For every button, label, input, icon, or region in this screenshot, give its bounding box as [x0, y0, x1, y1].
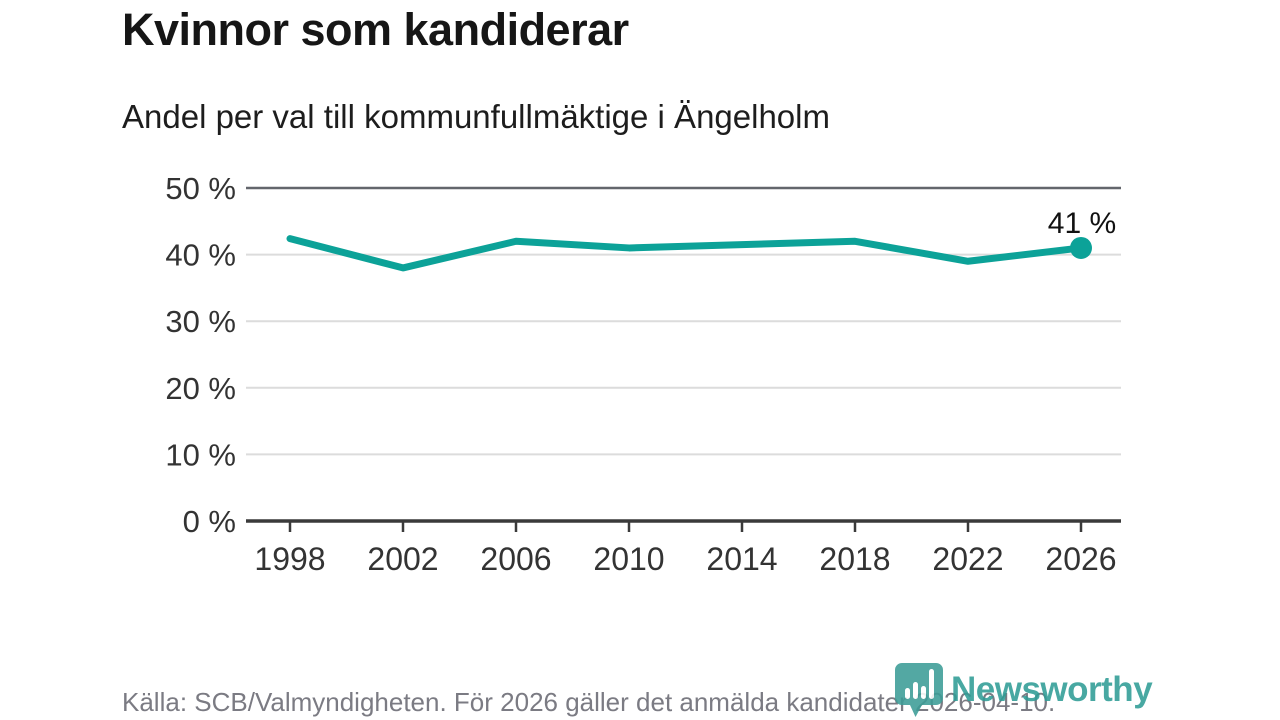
newsworthy-logo: Newsworthy	[894, 662, 1153, 718]
chart-title: Kvinnor som kandiderar	[122, 4, 629, 55]
x-axis-label: 1998	[254, 541, 325, 577]
y-axis-label: 30 %	[165, 304, 236, 339]
y-axis-label: 40 %	[165, 238, 236, 273]
data-point-last	[1070, 236, 1092, 259]
x-axis-label: 2018	[819, 541, 890, 577]
data-line	[286, 235, 1085, 272]
chart-subtitle: Andel per val till kommunfullmäktige i Ä…	[122, 98, 830, 135]
x-axis-label: 2002	[367, 541, 438, 577]
x-axis-label: 2006	[480, 541, 551, 577]
x-axis-label: 2014	[706, 541, 777, 577]
bar-chart-bubble-icon	[895, 663, 943, 717]
data-point-label: 41 %	[1048, 207, 1116, 240]
y-axis-label: 50 %	[165, 171, 236, 206]
x-axis-label: 2010	[593, 541, 664, 577]
brand-wordmark: Newsworthy	[951, 670, 1153, 709]
y-axis-label: 0 %	[183, 504, 236, 539]
y-axis-label: 10 %	[165, 437, 236, 472]
x-axis-label: 2026	[1045, 541, 1116, 577]
x-axis-label: 2022	[932, 541, 1003, 577]
y-axis-label: 20 %	[165, 371, 236, 406]
